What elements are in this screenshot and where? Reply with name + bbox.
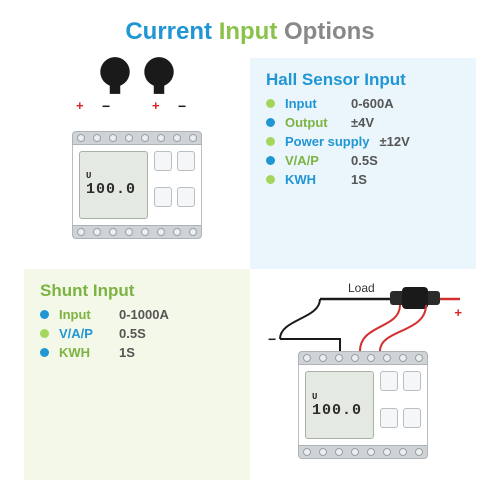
- shunt-panel-title: Shunt Input: [40, 281, 236, 301]
- spec-label: KWH: [285, 172, 341, 187]
- spec-value: ±4V: [351, 115, 374, 130]
- spec-label: Input: [285, 96, 341, 111]
- spec-value: 1S: [351, 172, 367, 187]
- spec-label: V/A/P: [59, 326, 109, 341]
- clamp-left-icon: [94, 54, 136, 96]
- bullet-icon: [266, 137, 275, 146]
- bullet-icon: [266, 156, 275, 165]
- hall-device-illustration: + − + − U 100.0: [24, 58, 250, 269]
- page-title: Current Input Options: [0, 0, 500, 60]
- bullet-icon: [40, 310, 49, 319]
- hall-panel: Hall Sensor Input Input 0-600A Output ±4V Po…: [250, 58, 476, 269]
- terminal-strip-top: [72, 131, 202, 145]
- bullet-icon: [266, 175, 275, 184]
- device-buttons: [154, 151, 195, 219]
- meter-device-shunt: U 100.0: [298, 351, 428, 459]
- quadrant-grid: + − + − U 100.0: [24, 58, 476, 480]
- spec-value: ±12V: [380, 134, 410, 149]
- lcd-display: U 100.0: [305, 371, 374, 439]
- terminal-strip-bottom: [298, 445, 428, 459]
- hall-panel-title: Hall Sensor Input: [266, 70, 462, 90]
- terminal-strip-top: [298, 351, 428, 365]
- hall-clamps: [94, 54, 180, 96]
- spec-row: KWH 1S: [266, 172, 462, 187]
- lcd-value: 100.0: [86, 181, 136, 198]
- hall-plus-right: +: [152, 98, 160, 113]
- title-word-2: Input: [219, 18, 278, 45]
- hall-plus-left: +: [76, 98, 84, 113]
- spec-value: 0.5S: [119, 326, 146, 341]
- title-word-1: Current: [125, 18, 212, 45]
- bullet-icon: [266, 99, 275, 108]
- quad-hall-device: + − + − U 100.0: [24, 58, 250, 269]
- hall-rows: Input 0-600A Output ±4V Power supply ±12V V/A/…: [266, 96, 462, 187]
- title-word-3: Options: [284, 18, 375, 45]
- lcd-value: 100.0: [312, 402, 362, 419]
- spec-label: Output: [285, 115, 341, 130]
- spec-value: 0.5S: [351, 153, 378, 168]
- load-label: Load: [348, 281, 375, 295]
- lcd-unit: U: [312, 392, 317, 402]
- spec-row: KWH 1S: [40, 345, 236, 360]
- spec-row: V/A/P 0.5S: [40, 326, 236, 341]
- spec-row: V/A/P 0.5S: [266, 153, 462, 168]
- spec-row: Power supply ±12V: [266, 134, 462, 149]
- meter-device: U 100.0: [72, 131, 202, 239]
- spec-value: 0-600A: [351, 96, 394, 111]
- hall-minus-left: −: [102, 98, 110, 114]
- hall-minus-right: −: [178, 98, 186, 114]
- quad-shunt-device: Load + −: [250, 269, 476, 480]
- shunt-plus: +: [454, 305, 462, 320]
- shunt-panel: Shunt Input Input 0-1000A V/A/P 0.5S KWH 1S: [24, 269, 250, 480]
- spec-row: Input 0-1000A: [40, 307, 236, 322]
- spec-value: 0-1000A: [119, 307, 169, 322]
- spec-label: V/A/P: [285, 153, 341, 168]
- spec-label: Input: [59, 307, 109, 322]
- bullet-icon: [40, 348, 49, 357]
- shunt-minus: −: [268, 331, 276, 347]
- terminal-strip-bottom: [72, 225, 202, 239]
- shunt-rows: Input 0-1000A V/A/P 0.5S KWH 1S: [40, 307, 236, 360]
- lcd-unit: U: [86, 171, 91, 181]
- device-buttons: [380, 371, 421, 439]
- spec-value: 1S: [119, 345, 135, 360]
- lcd-display: U 100.0: [79, 151, 148, 219]
- spec-row: Input 0-600A: [266, 96, 462, 111]
- clamp-right-icon: [138, 54, 180, 96]
- bullet-icon: [266, 118, 275, 127]
- spec-label: Power supply: [285, 134, 370, 149]
- spec-label: KWH: [59, 345, 109, 360]
- shunt-illustration: Load + −: [250, 269, 476, 480]
- spec-row: Output ±4V: [266, 115, 462, 130]
- bullet-icon: [40, 329, 49, 338]
